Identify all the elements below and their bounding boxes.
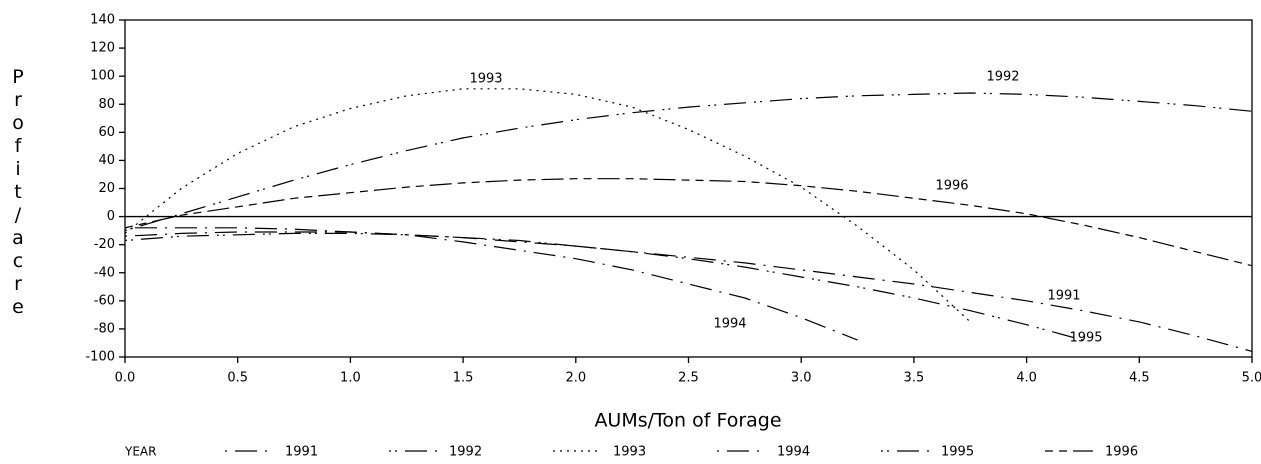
- legend-label: 1991: [285, 445, 318, 460]
- y-tick-label: 20: [98, 181, 115, 196]
- annotation: 1991: [1047, 289, 1080, 304]
- legend-label: 1994: [777, 445, 810, 460]
- y-tick-label: 0: [107, 209, 115, 224]
- x-tick-label: 3.5: [904, 371, 925, 386]
- line-series: [125, 227, 1253, 352]
- annotation: 1993: [469, 72, 502, 87]
- legend-label: 1996: [1105, 445, 1138, 460]
- line-series: [124, 232, 1084, 341]
- y-tick-label: 40: [98, 153, 115, 168]
- x-axis-title: AUMs/Ton of Forage: [594, 410, 781, 432]
- legend-label: 1993: [613, 445, 646, 460]
- y-tick-label: 80: [98, 97, 115, 112]
- y-tick-label: 60: [98, 125, 115, 140]
- annotation: 1992: [986, 70, 1019, 85]
- y-tick-label: -60: [94, 293, 115, 308]
- annotation: 1996: [935, 179, 968, 194]
- y-tick-label: 120: [90, 41, 115, 56]
- x-tick-label: 1.5: [453, 371, 474, 386]
- annotation: 1995: [1069, 331, 1102, 346]
- legend-label: 1992: [449, 445, 482, 460]
- x-tick-label: 3.0: [791, 371, 812, 386]
- line-series: [124, 231, 858, 341]
- y-tick-label: 140: [90, 13, 115, 28]
- x-tick-label: 4.5: [1129, 371, 1150, 386]
- y-tick-label: -20: [94, 237, 115, 252]
- y-tick-label: -40: [94, 265, 115, 280]
- y-tick-label: -100: [85, 350, 115, 365]
- x-tick-label: 0.5: [227, 371, 248, 386]
- y-axis-title: Profit/acre: [7, 66, 29, 319]
- x-tick-label: 2.5: [678, 371, 699, 386]
- x-tick-label: 0.0: [115, 371, 136, 386]
- line-series: [124, 88, 971, 323]
- annotation: 1994: [713, 317, 746, 332]
- x-tick-label: 4.0: [1016, 371, 1037, 386]
- x-tick-label: 2.0: [565, 371, 586, 386]
- legend-title: YEAR: [124, 445, 156, 459]
- line-series: [124, 92, 1253, 232]
- line-series: [124, 178, 1253, 267]
- x-tick-label: 1.0: [340, 371, 361, 386]
- y-tick-label: 100: [90, 69, 115, 84]
- plot-frame: [124, 19, 1253, 358]
- x-tick-label: 5.0: [1242, 371, 1261, 386]
- legend-label: 1995: [941, 445, 974, 460]
- y-tick-label: -80: [94, 321, 115, 336]
